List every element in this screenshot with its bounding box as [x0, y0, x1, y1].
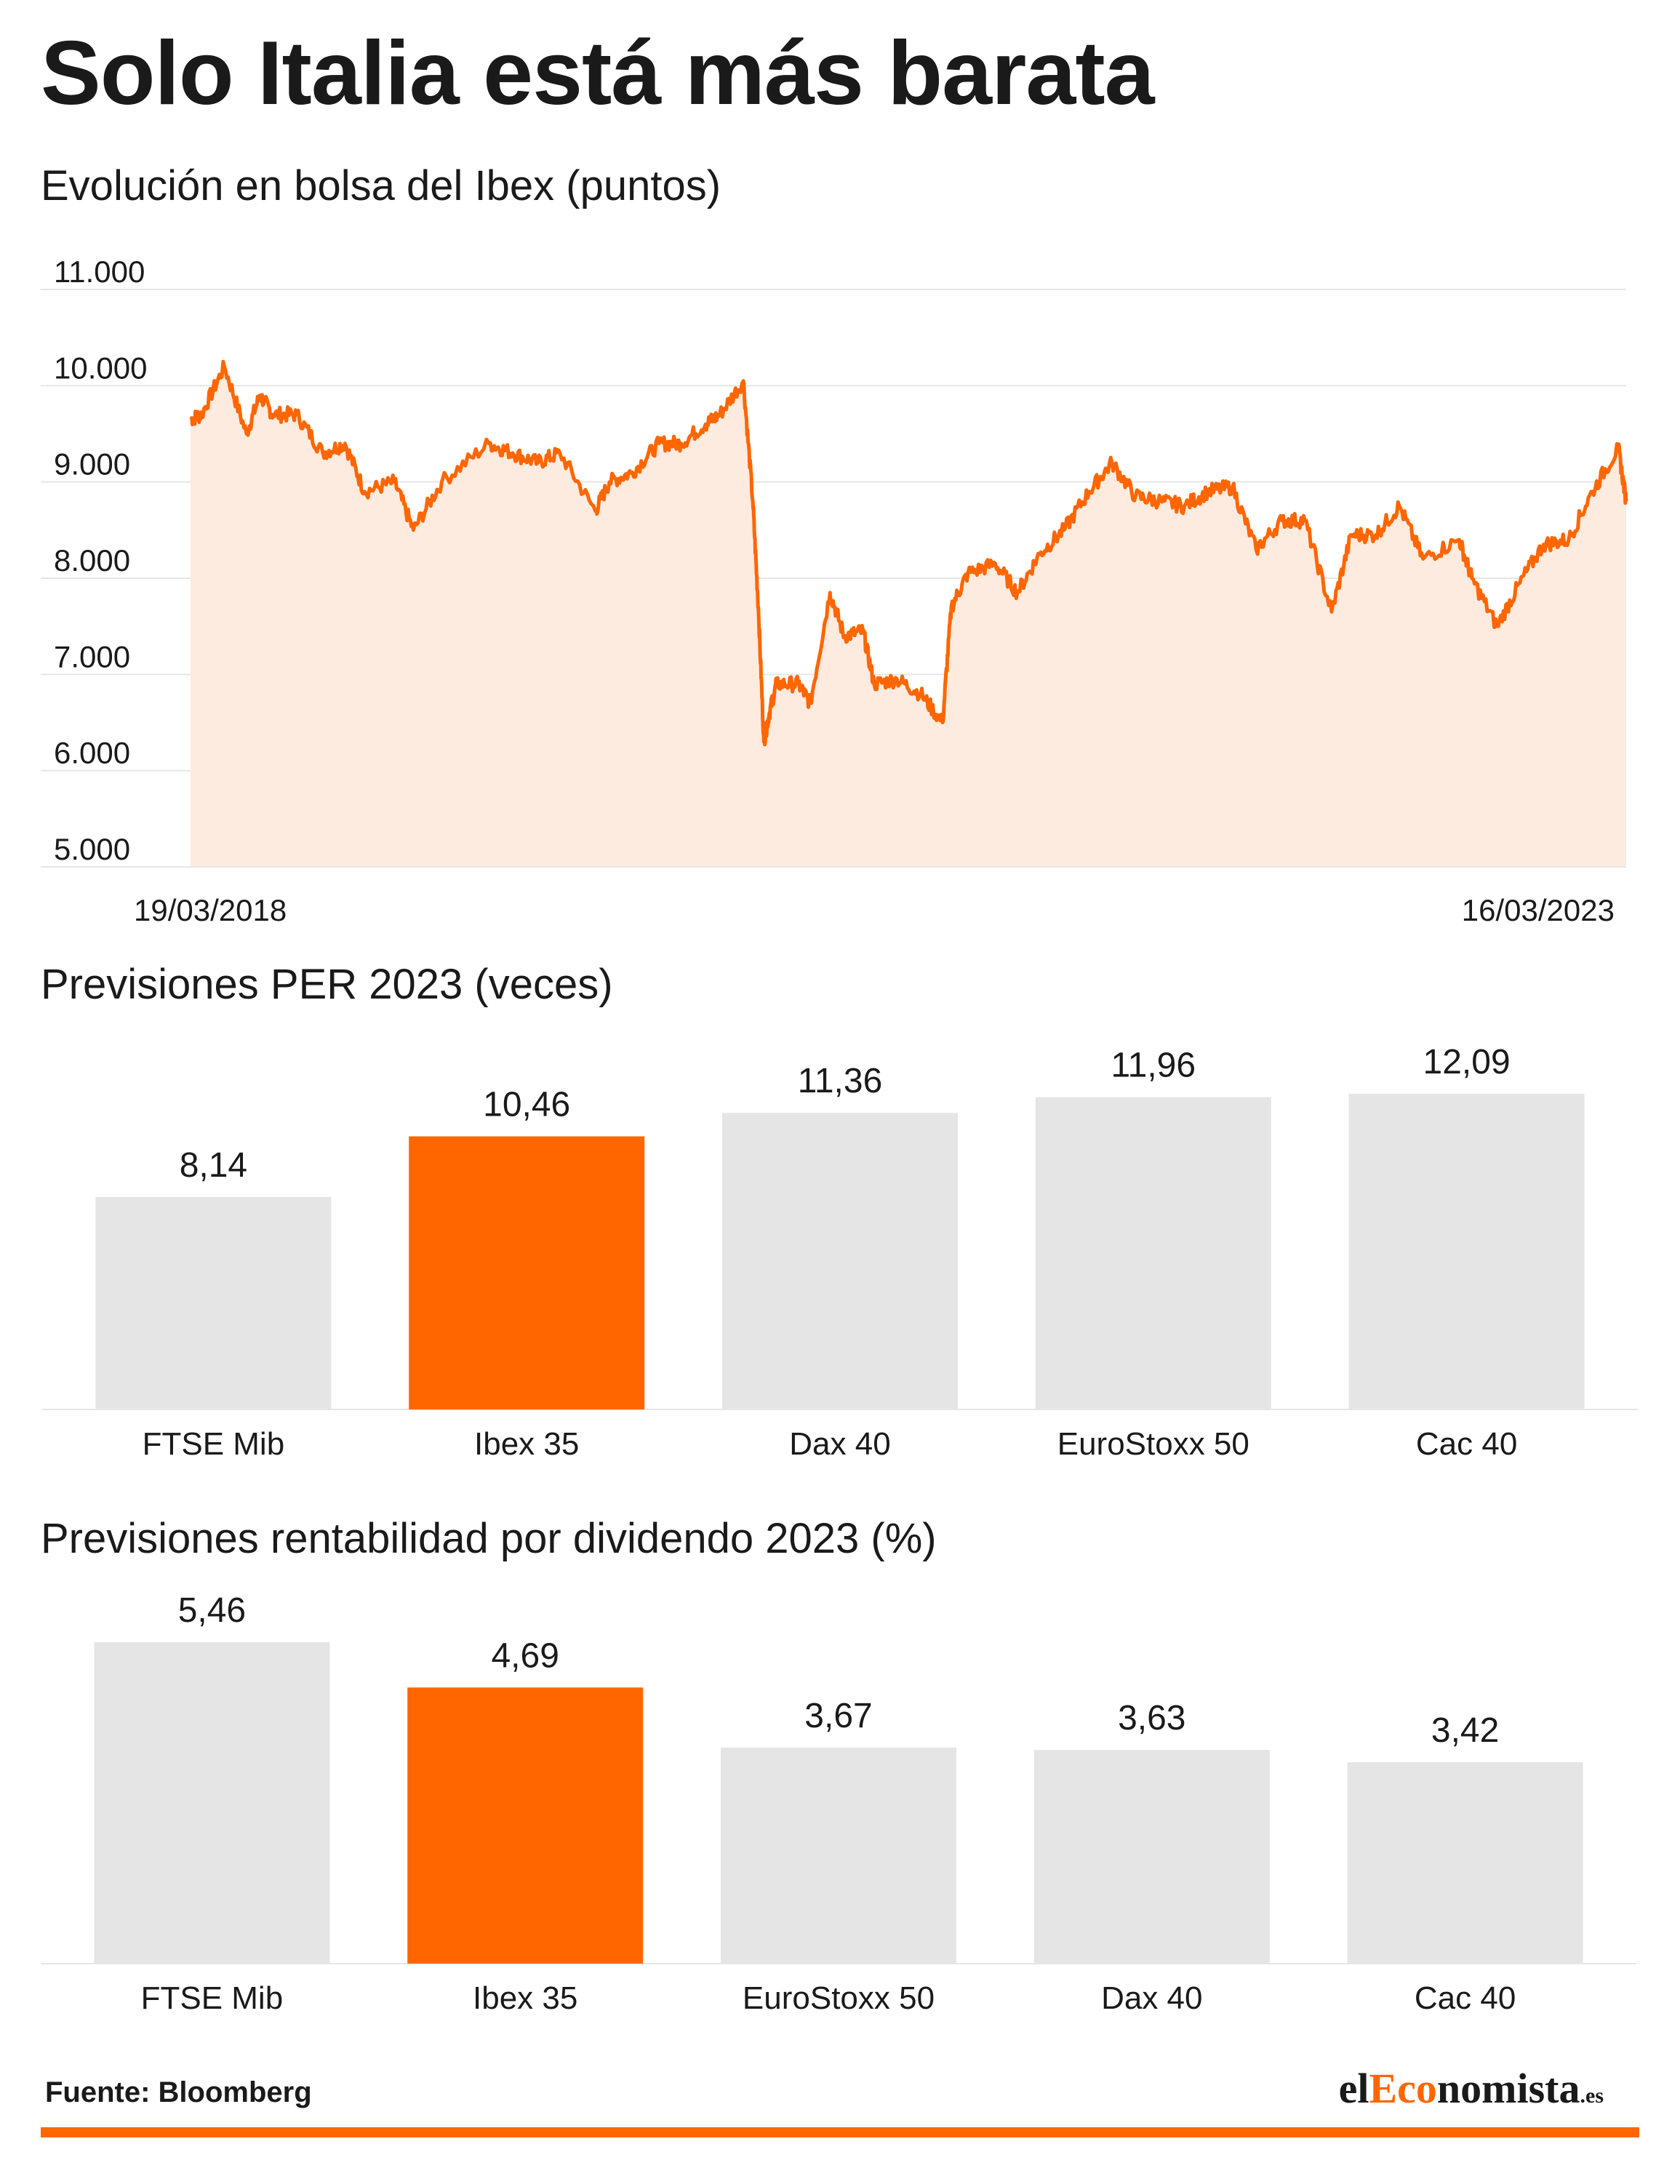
source-note: Fuente: Bloomberg — [45, 2076, 312, 2108]
y-tick-label: 8.000 — [54, 543, 130, 577]
dividend-category-label: Ibex 35 — [473, 1980, 577, 2016]
chart-title: Solo Italia está más barata — [41, 23, 1155, 124]
per-bar — [409, 1136, 645, 1409]
dividend-value-label: 3,63 — [1118, 1699, 1185, 1737]
x-label-start: 19/03/2018 — [134, 893, 287, 927]
per-category-label: Cac 40 — [1416, 1426, 1517, 1462]
y-tick-label: 5.000 — [54, 832, 130, 866]
per-value-label: 11,96 — [1111, 1047, 1196, 1085]
dividend-bar — [94, 1642, 330, 1964]
line-chart-subtitle: Evolución en bolsa del Ibex (puntos) — [41, 162, 721, 209]
per-bar — [722, 1113, 958, 1409]
per-category-label: FTSE Mib — [143, 1426, 285, 1462]
logo-tld: .es — [1580, 2084, 1604, 2108]
per-value-label: 11,36 — [798, 1062, 883, 1100]
per-value-label: 8,14 — [180, 1146, 247, 1185]
per-bar — [95, 1196, 332, 1409]
per-value-label: 12,09 — [1423, 1043, 1511, 1081]
per-category-label: Dax 40 — [789, 1426, 890, 1462]
y-tick-label: 10.000 — [54, 351, 147, 385]
dividend-category-label: Cac 40 — [1415, 1980, 1516, 2016]
x-label-end: 16/03/2023 — [1462, 893, 1615, 927]
dividend-value-label: 5,46 — [178, 1591, 246, 1630]
dividend-value-label: 3,42 — [1431, 1711, 1499, 1750]
per-bar — [1035, 1097, 1271, 1409]
per-category-label: Ibex 35 — [474, 1426, 579, 1462]
footer-accent-rule — [41, 2127, 1639, 2137]
logo-nomista: nomista — [1436, 2065, 1580, 2112]
per-category-label: EuroStoxx 50 — [1057, 1426, 1249, 1462]
per-bar — [1348, 1094, 1585, 1409]
y-tick-label: 7.000 — [54, 639, 130, 673]
logo-el: el — [1338, 2065, 1369, 2112]
y-tick-label: 9.000 — [54, 447, 130, 481]
dividend-bar — [721, 1747, 956, 1964]
dividend-category-label: EuroStoxx 50 — [743, 1980, 935, 2016]
per-chart-subtitle: Previsiones PER 2023 (veces) — [41, 961, 613, 1008]
ibex-area-fill — [191, 361, 1626, 867]
publisher-logo: elEconomista.es — [1339, 2064, 1604, 2113]
dividend-category-label: Dax 40 — [1101, 1980, 1202, 2016]
dividend-chart-subtitle: Previsiones rentabilidad por dividendo 2… — [41, 1515, 937, 1562]
logo-eco: Eco — [1369, 2065, 1437, 2112]
y-tick-label: 6.000 — [54, 736, 130, 770]
dividend-bar — [1033, 1750, 1270, 1964]
y-tick-label: 11.000 — [54, 255, 145, 289]
dividend-bar — [407, 1687, 644, 1964]
dividend-value-label: 4,69 — [491, 1636, 559, 1675]
dividend-value-label: 3,67 — [804, 1697, 872, 1735]
dividend-category-label: FTSE Mib — [141, 1980, 284, 2016]
dividend-bar — [1347, 1762, 1583, 1964]
ibex-series-line — [189, 359, 1628, 747]
per-value-label: 10,46 — [483, 1086, 570, 1124]
